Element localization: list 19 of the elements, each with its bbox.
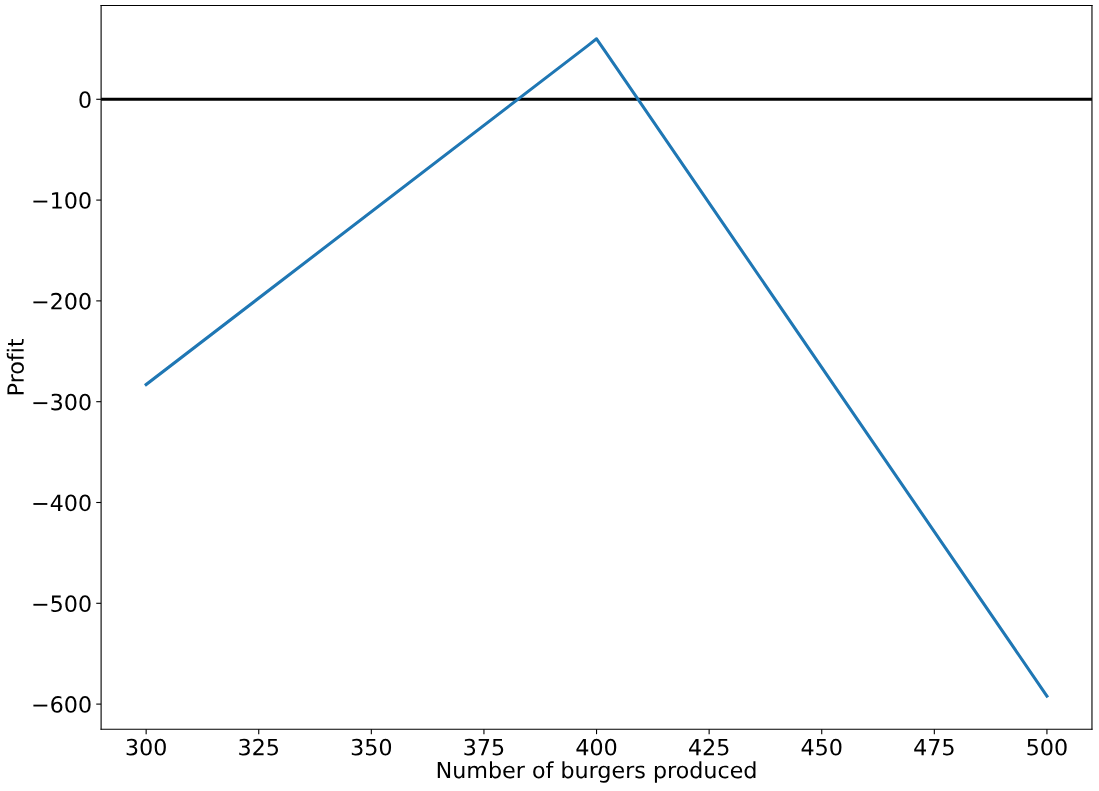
y-tick-label: 0 bbox=[79, 91, 91, 109]
x-tick-label: 425 bbox=[689, 738, 729, 756]
y-axis-title: Profit bbox=[6, 338, 24, 395]
y-tick-label: −300 bbox=[33, 393, 91, 411]
x-tick-label: 300 bbox=[126, 738, 166, 756]
y-tick-label: −100 bbox=[33, 192, 91, 209]
x-tick-label: 325 bbox=[239, 738, 279, 756]
x-tick-label: 475 bbox=[914, 739, 954, 756]
line-series bbox=[144, 37, 1049, 698]
y-tick-label: −400 bbox=[33, 494, 91, 512]
x-tick-label: 375 bbox=[464, 738, 504, 756]
x-tick-label: 450 bbox=[801, 738, 842, 756]
x-tick-label: 350 bbox=[351, 738, 392, 756]
y-tick-label: −200 bbox=[33, 292, 91, 310]
x-axis-title: Number of burgers produced bbox=[437, 761, 756, 783]
y-tick-label: −600 bbox=[33, 696, 91, 713]
x-tick-label: 500 bbox=[1027, 738, 1067, 756]
y-tick-label: −500 bbox=[33, 595, 91, 613]
x-tick-label: 400 bbox=[576, 738, 617, 756]
